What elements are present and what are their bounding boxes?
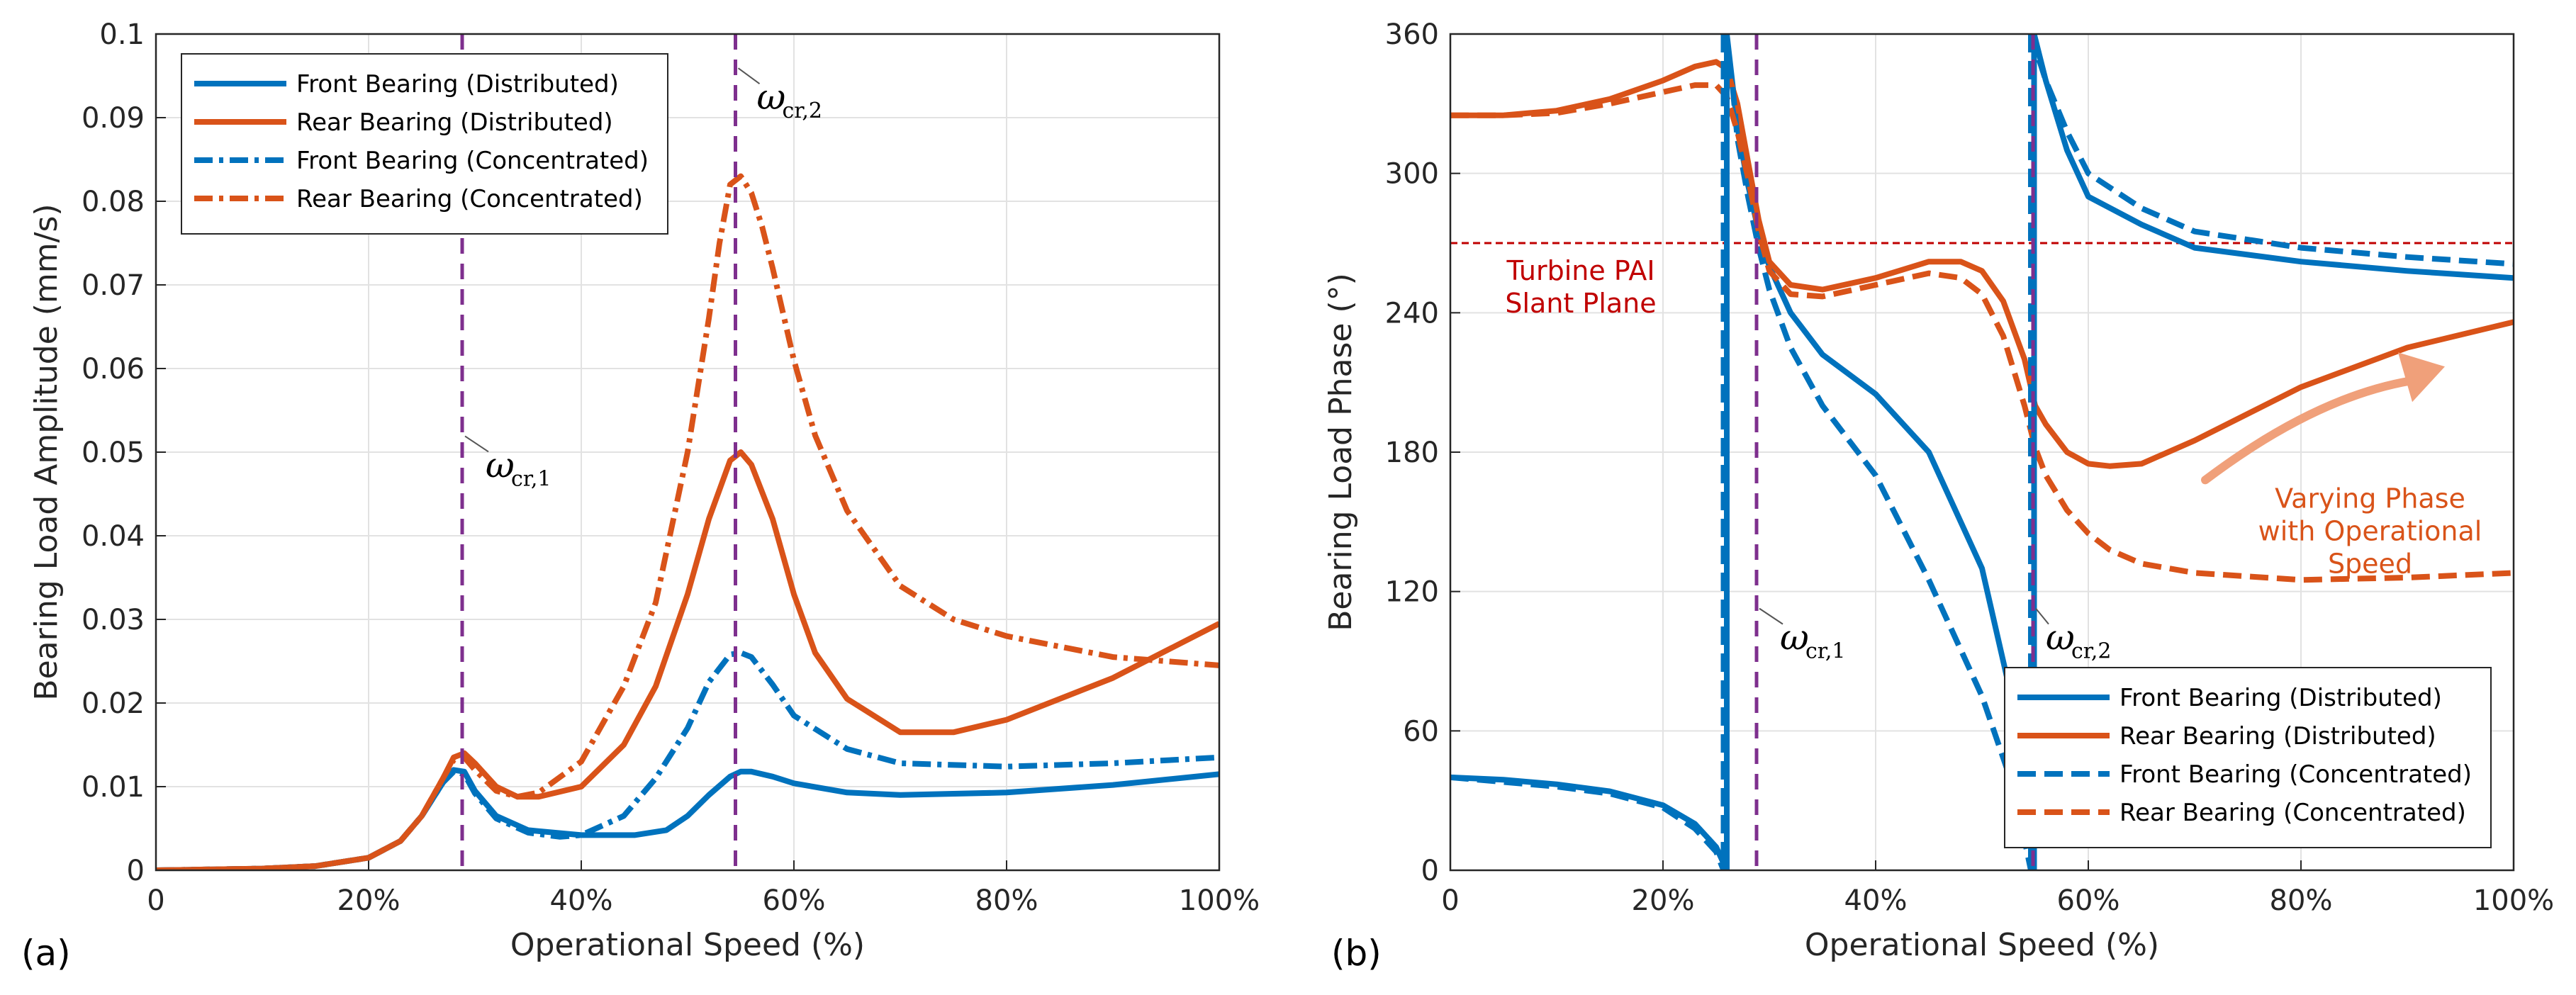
x-tick-label: 100%	[1179, 884, 1260, 917]
annotation-arrow-head	[2398, 352, 2445, 403]
critical-speed-label-2: ω	[757, 77, 786, 118]
plot-content	[1450, 34, 2514, 870]
series-line-3	[1450, 34, 2514, 870]
annotation-line1: Varying Phase	[2275, 483, 2465, 515]
y-tick-label: 0.04	[82, 520, 145, 553]
y-tick-label: 0.08	[82, 186, 145, 218]
y-tick-label: 60	[1403, 715, 1439, 748]
y-axis-label: Bearing Load Amplitude (mm/s)	[28, 203, 65, 700]
critical-speed-sub-1: cr,1	[1805, 639, 1845, 664]
y-tick-label: 0.02	[82, 687, 145, 720]
x-tick-label: 100%	[2473, 884, 2554, 917]
y-tick-label: 120	[1385, 576, 1439, 609]
critical-speed-sub-1: cr,1	[511, 466, 551, 491]
y-tick-label: 0.07	[82, 269, 145, 302]
annotation-arrow-shaft	[2201, 376, 2415, 485]
chart-panel-b: 0 20% 40% 60% 80% 100% 0 60 120 180 240 300 360 Opera…	[1323, 18, 2554, 974]
x-tick-label: 0	[1441, 884, 1459, 917]
legend-entry-1: Front Bearing (Distributed)	[2119, 684, 2442, 712]
legend-entry-4: Rear Bearing (Concentrated)	[2119, 799, 2466, 827]
axes-box	[1449, 33, 2515, 872]
critical-label-leader	[464, 435, 489, 453]
y-tick-label: 240	[1385, 297, 1439, 330]
legend: Front Bearing (Distributed) Rear Bearing …	[181, 53, 668, 235]
y-tick-label: 300	[1385, 158, 1439, 191]
critical-speed-sub-2: cr,2	[2071, 639, 2111, 664]
series-line-4	[156, 173, 1219, 870]
chart-panel-a: 0 20% 40% 60% 80% 100% 0 0.01 0.02 0.03 0.04 0.05 0.…	[21, 18, 1260, 974]
legend-entry-3: Front Bearing (Concentrated)	[296, 147, 649, 175]
legend-entry-1: Front Bearing (Distributed)	[296, 70, 619, 99]
panel-label: (b)	[1331, 933, 1382, 974]
annotation-line3: Speed	[2328, 549, 2412, 580]
legend-entry-4: Rear Bearing (Concentrated)	[296, 185, 643, 213]
legend-entry-2: Rear Bearing (Distributed)	[296, 108, 613, 137]
legend-entry-2: Rear Bearing (Distributed)	[2119, 722, 2436, 751]
x-axis-label: Operational Speed (%)	[510, 927, 865, 963]
panel-label: (a)	[21, 933, 71, 974]
y-tick-label: 0.1	[99, 18, 145, 51]
critical-label-leader	[2035, 607, 2049, 625]
legend-entry-3: Front Bearing (Concentrated)	[2119, 760, 2472, 789]
critical-speed-label-2: ω	[2046, 617, 2075, 658]
x-tick-label: 80%	[975, 884, 1038, 917]
x-tick-label: 40%	[1844, 884, 1908, 917]
x-tick-label: 40%	[550, 884, 613, 917]
critical-speed-label-1: ω	[1780, 617, 1809, 658]
y-tick-label: 180	[1385, 437, 1439, 469]
y-tick-label: 0.01	[82, 771, 145, 804]
x-tick-label: 20%	[337, 884, 401, 917]
x-tick-label: 60%	[2057, 884, 2120, 917]
critical-speed-label-1: ω	[486, 444, 515, 485]
y-tick-label: 0.09	[82, 102, 145, 135]
critical-label-leader	[1759, 607, 1783, 625]
y-tick-label: 360	[1385, 18, 1439, 51]
annotation-line2: with Operational	[2258, 516, 2482, 547]
critical-speed-sub-2: cr,2	[783, 99, 822, 123]
x-tick-label: 60%	[763, 884, 826, 917]
axes-box	[155, 33, 1221, 872]
x-tick-label: 80%	[2270, 884, 2333, 917]
series-line-4	[1450, 82, 2514, 583]
y-tick-label: 0.06	[82, 353, 145, 386]
y-tick-label: 0	[127, 855, 145, 887]
series-line-2	[1450, 59, 2514, 469]
y-tick-label: 0.03	[82, 604, 145, 636]
x-tick-label: 0	[147, 884, 164, 917]
x-tick-label: 20%	[1632, 884, 1695, 917]
pai-label-line1: Turbine PAI	[1506, 255, 1654, 286]
x-axis-label: Operational Speed (%)	[1805, 927, 2159, 963]
y-axis-label: Bearing Load Phase (°)	[1323, 273, 1359, 631]
pai-label-line2: Slant Plane	[1505, 288, 1656, 319]
y-tick-label: 0.05	[82, 437, 145, 469]
legend: Front Bearing (Distributed) Rear Bearing …	[2004, 667, 2492, 848]
y-tick-label: 0	[1421, 855, 1439, 887]
critical-label-leader	[737, 67, 761, 85]
